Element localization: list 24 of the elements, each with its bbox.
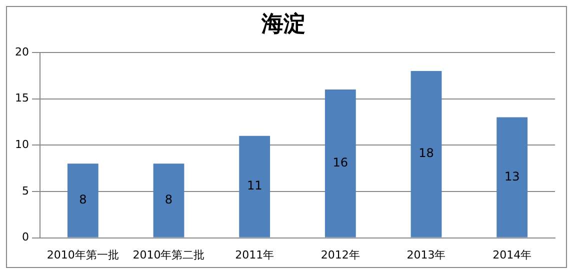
x-tick-label: 2011年 [235, 248, 274, 262]
x-tick-label: 2014年 [492, 248, 532, 262]
y-tick-label: 15 [14, 92, 29, 105]
y-tick-label: 5 [22, 184, 29, 198]
x-tick-label: 2010年第二批 [132, 248, 205, 262]
data-label: 18 [418, 146, 434, 160]
bar [153, 164, 184, 238]
bar [324, 89, 356, 238]
data-label: 16 [332, 156, 348, 170]
bar [239, 136, 270, 238]
bar [496, 117, 528, 238]
x-tick-label: 2012年 [320, 248, 360, 262]
data-label: 13 [504, 169, 520, 184]
x-tick-label: 2010年第一批 [46, 248, 119, 262]
y-tick-label: 0 [22, 230, 29, 244]
bar [410, 70, 442, 238]
x-tick-label: 2013年 [406, 248, 446, 262]
data-label: 8 [79, 192, 87, 207]
bar [67, 164, 98, 238]
chart-title: 海淀 [260, 10, 306, 37]
data-label: 8 [164, 192, 173, 207]
data-label: 11 [246, 178, 262, 193]
y-tick-label: 20 [14, 45, 29, 58]
y-tick-label: 10 [14, 138, 29, 151]
